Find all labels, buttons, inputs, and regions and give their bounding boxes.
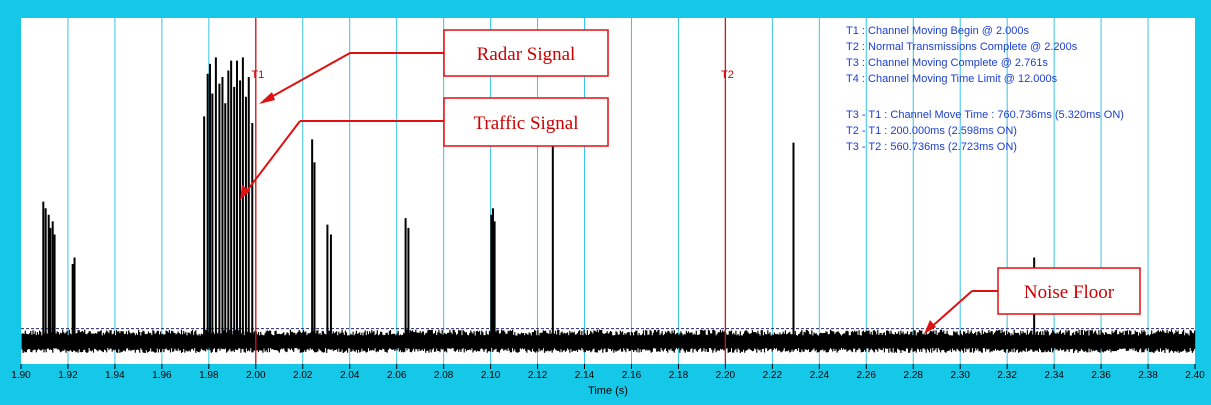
x-tick-label: 2.08: [434, 370, 454, 381]
x-tick-label: 2.34: [1044, 370, 1064, 381]
annotation-t4: T4 : Channel Moving Time Limit @ 12.000s: [846, 73, 1058, 85]
x-tick-label: 2.00: [246, 370, 266, 381]
x-tick-label: 2.20: [716, 370, 736, 381]
x-tick-label: 2.14: [575, 370, 595, 381]
callout-radar-arrow: [263, 52, 351, 102]
x-tick-label: 1.96: [152, 370, 172, 381]
annotation-t2-t1: T2 - T1 : 200.000ms (2.598ms ON): [846, 125, 1017, 137]
annotation-t3: T3 : Channel Moving Complete @ 2.761s: [846, 57, 1048, 69]
callout-noise-box: [997, 267, 1141, 315]
annotation-block: T1 : Channel Moving Begin @ 2.000s T2 : …: [846, 25, 1124, 153]
x-tick-label: 2.22: [763, 370, 783, 381]
x-tick-label: 2.16: [622, 370, 642, 381]
x-tick-labels: 1.90 1.92 1.94 1.96 1.98 2.00 2.02 2.04 2.06 2.08…: [11, 364, 1205, 381]
x-tick-label: 2.06: [387, 370, 407, 381]
x-tick-label: 2.38: [1138, 370, 1158, 381]
time-markers: T1 T2: [251, 18, 734, 364]
x-tick-label: 2.10: [481, 370, 501, 381]
callout-noise: Noise Floor: [924, 267, 1141, 334]
x-tick-label: 1.90: [11, 370, 31, 381]
x-tick-label: 2.36: [1091, 370, 1111, 381]
noise-band: [21, 329, 1196, 353]
callout-traffic-arrowhead: [240, 185, 250, 200]
annotation-t1: T1 : Channel Moving Begin @ 2.000s: [846, 25, 1029, 37]
callout-traffic-arrow: [242, 120, 301, 197]
x-tick-label: 2.28: [904, 370, 924, 381]
marker-label-t2: T2: [721, 69, 734, 81]
callout-noise-arrowhead: [924, 320, 936, 334]
x-tick-label: 1.98: [199, 370, 219, 381]
x-tick-label: 2.26: [857, 370, 877, 381]
x-axis-label: Time (s): [588, 385, 628, 397]
callout-traffic: Traffic Signal: [240, 97, 609, 200]
noise-trace: [21, 329, 1196, 353]
x-tick-label: 1.94: [105, 370, 125, 381]
callout-radar: Radar Signal: [259, 29, 609, 104]
x-tick-label: 2.12: [528, 370, 548, 381]
x-tick-label: 2.02: [293, 370, 313, 381]
annotation-t3-t2: T3 - T2 : 560.736ms (2.723ms ON): [846, 141, 1017, 153]
callout-traffic-label: Traffic Signal: [473, 113, 578, 134]
bottom-strip: [6, 364, 1205, 399]
callout-radar-box: [443, 29, 609, 77]
callout-radar-arrowhead: [259, 92, 275, 104]
callout-noise-label: Noise Floor: [1024, 282, 1115, 303]
x-tick-label: 2.04: [340, 370, 360, 381]
marker-label-t1: T1: [251, 69, 264, 81]
x-tick-label: 2.18: [669, 370, 689, 381]
callout-radar-label: Radar Signal: [477, 44, 576, 65]
x-tick-label: 2.32: [997, 370, 1017, 381]
x-tick-label: 1.92: [58, 370, 78, 381]
callout-noise-arrow: [927, 290, 973, 331]
x-tick-label: 2.40: [1185, 370, 1205, 381]
x-tick-label: 2.24: [810, 370, 830, 381]
annotation-move-time: T3 - T1 : Channel Move Time : 760.736ms …: [846, 109, 1124, 121]
annotation-t2: T2 : Normal Transmissions Complete @ 2.2…: [846, 41, 1078, 53]
x-tick-label: 2.30: [950, 370, 970, 381]
signal-pulses: [42, 57, 1036, 346]
